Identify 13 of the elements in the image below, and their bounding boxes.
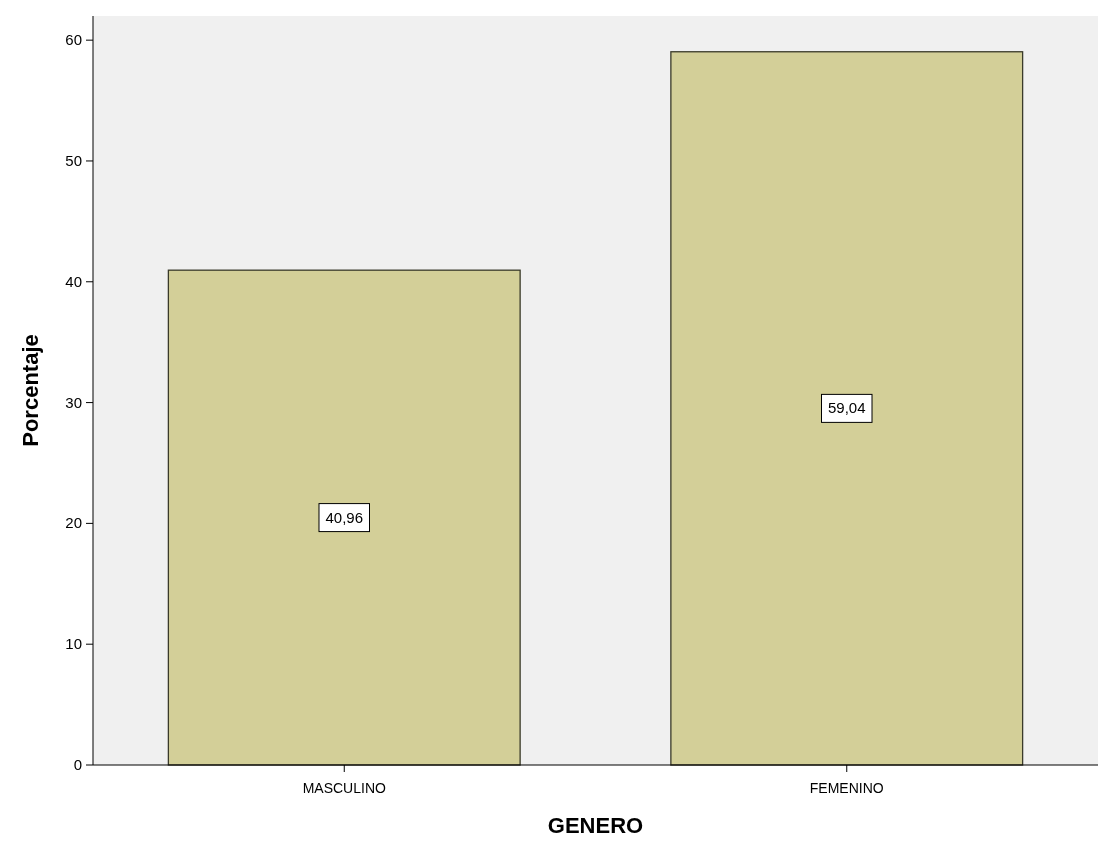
y-tick-label: 10: [65, 635, 82, 653]
y-tick-label: 50: [65, 151, 82, 169]
y-tick-label: 60: [65, 31, 82, 49]
data-label: 40,96: [325, 508, 364, 526]
y-tick-label: 0: [73, 756, 82, 773]
x-tick-label: MASCULINO: [302, 780, 386, 796]
y-tick-label: 30: [65, 393, 82, 411]
x-axis-title: GENERO: [547, 813, 644, 838]
y-tick-label: 20: [65, 514, 82, 532]
x-tick-label: FEMENINO: [809, 780, 884, 796]
y-tick-label: 40: [65, 272, 82, 290]
data-label: 59,04: [827, 399, 866, 417]
y-axis-title: Porcentaje: [18, 334, 43, 447]
